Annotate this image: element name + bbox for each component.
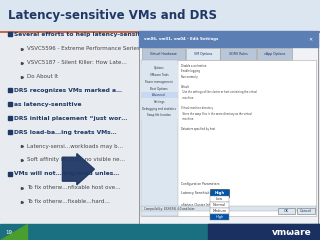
Text: Latency Sensitivity (?):: Latency Sensitivity (?):	[181, 191, 218, 195]
Bar	[210, 196, 229, 202]
Text: Swap file location: Swap file location	[147, 114, 171, 117]
Text: Latency-sensi…workloads may b…: Latency-sensi…workloads may b…	[27, 144, 123, 149]
Bar	[210, 214, 229, 220]
Text: High: High	[215, 215, 223, 219]
Bar	[141, 60, 178, 216]
Text: VSVC5187 - Silent Killer: How Late…: VSVC5187 - Silent Killer: How Late…	[27, 60, 126, 65]
FancyArrow shape	[62, 154, 94, 185]
Text: Disable acceleration: Disable acceleration	[181, 64, 206, 68]
Text: Run normally: Run normally	[181, 75, 197, 78]
Text: vm06, vm01, vm04 - Edit Settings: vm06, vm01, vm04 - Edit Settings	[144, 37, 218, 41]
Bar	[257, 48, 292, 60]
Bar	[141, 72, 178, 78]
Bar	[141, 60, 316, 216]
Text: Cancel: Cancel	[300, 209, 312, 213]
Text: OK: OK	[284, 209, 289, 213]
Text: Configuration Parameters: Configuration Parameters	[181, 182, 219, 186]
Text: 19: 19	[6, 230, 13, 234]
Bar	[220, 48, 256, 60]
Text: Advanced: Advanced	[152, 93, 166, 97]
Bar	[0, 32, 320, 224]
Bar	[141, 65, 178, 72]
Bar	[208, 224, 320, 240]
Text: To fix otherw…fixable…hard…: To fix otherw…fixable…hard…	[27, 199, 109, 204]
Polygon shape	[0, 224, 27, 240]
Text: SDRS Rules: SDRS Rules	[229, 52, 247, 56]
Bar	[139, 31, 318, 47]
Text: To fix otherw…nfixable host ove…: To fix otherw…nfixable host ove…	[27, 185, 120, 190]
Text: Enable logging: Enable logging	[181, 69, 200, 73]
Text: vSphere Cluster Info:: vSphere Cluster Info:	[181, 203, 212, 207]
Text: Normal: Normal	[213, 203, 226, 207]
Text: machine: machine	[181, 117, 193, 121]
Bar	[0, 224, 320, 240]
Bar	[141, 85, 178, 92]
Text: VSVC5596 - Extreme Performance Series: Network Speed Ahead: VSVC5596 - Extreme Performance Series: N…	[27, 46, 204, 51]
Text: Default: Default	[181, 85, 190, 89]
Bar	[141, 206, 316, 211]
Text: DRS initial placement “just wor…: DRS initial placement “just wor…	[14, 116, 127, 121]
Text: Medium: Medium	[212, 209, 226, 213]
Bar	[139, 31, 318, 224]
Bar	[186, 48, 220, 60]
Text: Boot Options: Boot Options	[150, 87, 168, 90]
Text: Store the swap files in the same directory as the virtual: Store the swap files in the same directo…	[181, 112, 252, 115]
Text: VMware Tools: VMware Tools	[150, 73, 169, 77]
Text: High: High	[214, 191, 224, 195]
Text: DRS recognizes VMs marked a…: DRS recognizes VMs marked a…	[14, 88, 122, 93]
Text: ✕: ✕	[309, 36, 313, 42]
Bar	[141, 79, 178, 85]
Text: Debugging and statistics: Debugging and statistics	[142, 107, 176, 111]
Bar	[210, 202, 229, 208]
Text: Settings: Settings	[154, 100, 165, 104]
Text: machine: machine	[181, 96, 193, 100]
Bar	[141, 106, 178, 112]
Text: vmωare: vmωare	[272, 228, 312, 237]
Bar	[0, 0, 320, 31]
Text: Low: Low	[216, 197, 223, 201]
Text: Datastore specified by host: Datastore specified by host	[181, 127, 215, 131]
Text: Soft affinity is…rnal, no visible ne…: Soft affinity is…rnal, no visible ne…	[27, 157, 124, 162]
Text: Compatibility: ESX/ESXi 4.0 and later: Compatibility: ESX/ESXi 4.0 and later	[144, 207, 195, 211]
Text: Virtual machine directory: Virtual machine directory	[181, 106, 213, 110]
Text: Do About It: Do About It	[27, 74, 58, 79]
Text: VM Options: VM Options	[194, 52, 212, 56]
Text: Latency-sensitive VMs and DRS: Latency-sensitive VMs and DRS	[8, 9, 217, 22]
Bar	[142, 48, 185, 60]
Bar	[141, 112, 178, 119]
Text: Power management: Power management	[145, 80, 173, 84]
Text: Virtual Hardware: Virtual Hardware	[150, 52, 177, 56]
Text: Use the settings of the cluster or host containing the virtual: Use the settings of the cluster or host …	[181, 90, 257, 94]
Text: Several efforts to help latency-sensitive apps: Several efforts to help latency-sensitiv…	[14, 32, 168, 37]
Bar	[141, 99, 178, 105]
Text: Options: Options	[154, 66, 164, 70]
Bar	[278, 208, 295, 214]
Text: VMs will not…migrated unles…: VMs will not…migrated unles…	[14, 171, 119, 176]
Text: DRS load-ba…ing treats VMs…: DRS load-ba…ing treats VMs…	[14, 130, 116, 135]
Text: as latency-sensitive: as latency-sensitive	[14, 102, 81, 107]
Bar	[210, 208, 229, 214]
Bar	[210, 189, 229, 197]
Bar	[141, 92, 178, 98]
Bar	[297, 208, 315, 214]
Text: vApp Options: vApp Options	[264, 52, 285, 56]
